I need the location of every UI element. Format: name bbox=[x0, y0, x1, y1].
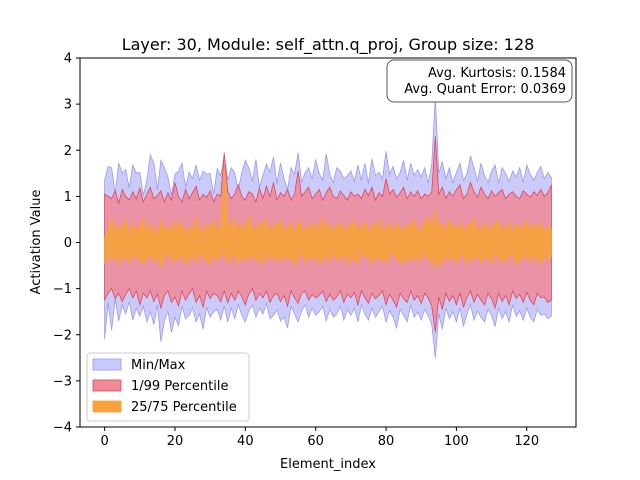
x-tick-label: 20 bbox=[167, 434, 184, 449]
y-tick-label: 3 bbox=[64, 98, 72, 113]
x-tick-label: 100 bbox=[444, 434, 469, 449]
legend-swatch-1-99 bbox=[92, 379, 122, 392]
legend-swatch-25-75 bbox=[92, 400, 122, 413]
y-axis-label: Activation Value bbox=[29, 190, 44, 295]
y-tick-label: −4 bbox=[53, 421, 72, 436]
legend-label-25-75: 25/75 Percentile bbox=[131, 400, 237, 415]
annotation-box bbox=[386, 59, 573, 103]
y-tick-label: −3 bbox=[53, 374, 72, 389]
x-tick-label: 0 bbox=[100, 434, 108, 449]
legend-label-1-99: 1/99 Percentile bbox=[131, 379, 228, 394]
y-tick-label: 1 bbox=[64, 190, 72, 205]
legend-box bbox=[86, 352, 250, 422]
annotation-kurtosis: Avg. Kurtosis: 0.1584 bbox=[428, 66, 566, 81]
x-tick-label: 60 bbox=[307, 434, 324, 449]
chart-title: Layer: 30, Module: self_attn.q_proj, Gro… bbox=[122, 35, 535, 55]
legend-label-minmax: Min/Max bbox=[131, 358, 186, 373]
legend-swatch-minmax bbox=[92, 358, 122, 371]
y-tick-label: 0 bbox=[64, 236, 72, 251]
y-tick-label: −1 bbox=[53, 282, 72, 297]
axes-layer: 0 20 40 60 80 100 120 −4 −3 −2 −1 0 1 2 3 4 bbox=[53, 52, 577, 449]
band-layer bbox=[104, 97, 552, 358]
y-tick-label: 2 bbox=[64, 144, 72, 159]
y-tick-label: −2 bbox=[53, 328, 72, 343]
stats-annotation: Avg. Kurtosis: 0.1584 Avg. Quant Error: … bbox=[386, 59, 573, 103]
annotation-quant-error: Avg. Quant Error: 0.0369 bbox=[404, 82, 566, 97]
y-tick-label: 4 bbox=[64, 52, 72, 67]
legend: Min/Max 1/99 Percentile 25/75 Percentile bbox=[86, 352, 250, 422]
x-tick-label: 40 bbox=[237, 434, 254, 449]
x-tick-label: 120 bbox=[514, 434, 539, 449]
band-25-75-percentile bbox=[104, 166, 552, 272]
x-axis-label: Element_index bbox=[280, 457, 376, 472]
x-tick-label: 80 bbox=[378, 434, 395, 449]
